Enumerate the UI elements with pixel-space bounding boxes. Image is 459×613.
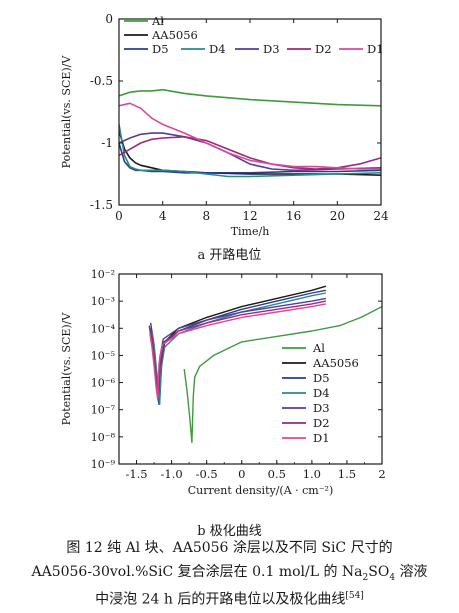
pol-y-tick-label: 10⁻⁹ <box>91 458 116 471</box>
pol-legend-label: D4 <box>313 386 330 400</box>
pol-x-tick-label: 1.5 <box>338 467 356 481</box>
pol-series-line-d2 <box>149 300 327 395</box>
ocp-legend-label: AA5056 <box>151 28 198 42</box>
ocp-legend-label: D1 <box>367 42 384 56</box>
ocp-legend-label: D3 <box>263 42 280 56</box>
pol-legend-label: D2 <box>313 416 330 430</box>
figure-caption-line-3: 中浸泡 24 h 后的开路电位以及极化曲线[54] <box>95 591 364 608</box>
ocp-series-line-d5 <box>118 142 382 174</box>
pol-series-line-d1 <box>149 303 327 400</box>
pol-x-tick-label: 0.5 <box>268 467 286 481</box>
ocp-y-tick-label: 0 <box>105 12 113 26</box>
pol-series-line-al <box>183 305 383 443</box>
pol-plot-frame <box>118 273 383 465</box>
chart-open-circuit-potential: 0 4 8 12 16 20 24 0 -0.5 -1 -1.5 Time/h Potential(vs… <box>60 12 389 238</box>
ocp-x-tick-label: 16 <box>286 209 301 223</box>
ocp-legend-label: D4 <box>209 42 226 56</box>
subcaption-b: b 极化曲线 <box>197 524 262 539</box>
pol-y-tick-label: 10⁻⁸ <box>91 431 116 444</box>
pol-x-tick-label: 1.0 <box>303 467 321 481</box>
ocp-legend-label: Al <box>151 14 164 28</box>
ocp-y-axis-label: Potential(vs. SCE)/V <box>60 55 73 169</box>
pol-x-tick-label: 2 <box>378 467 385 481</box>
ocp-x-tick-label: 24 <box>373 209 389 223</box>
ocp-series-line-d4 <box>118 124 382 178</box>
pol-series-line-d4 <box>151 292 327 405</box>
pol-y-tick-label: 10⁻⁶ <box>91 377 116 390</box>
ocp-y-tick-label: -0.5 <box>90 74 113 88</box>
pol-x-tick-label: -1.0 <box>161 467 183 481</box>
figure-caption-line-1: 图 12 纯 Al 块、AA5056 涂层以及不同 SiC 尺寸的 <box>66 540 393 556</box>
pol-legend-label: D5 <box>313 371 330 385</box>
pol-y-tick-label: 10⁻⁵ <box>91 349 115 362</box>
pol-legend-label: D3 <box>313 401 330 415</box>
ocp-series-line-al <box>118 88 382 107</box>
ocp-x-tick-label: 20 <box>330 209 345 223</box>
pol-y-tick-label: 10⁻³ <box>91 295 115 308</box>
pol-x-tick-label: -1.5 <box>125 467 147 481</box>
pol-x-axis-label: Current density/(A · cm⁻²) <box>188 484 334 497</box>
ocp-legend-label: D5 <box>152 42 169 56</box>
pol-legend-label: AA5056 <box>312 356 359 370</box>
figure-caption-line-2: AA5056-30vol.%SiC 复合涂层在 0.1 mol/L 的 Na2S… <box>31 564 428 583</box>
pol-y-tick-label: 10⁻⁷ <box>91 404 116 417</box>
ocp-x-tick-label: 0 <box>115 209 123 223</box>
ocp-y-tick-label: -1 <box>101 136 113 150</box>
ocp-x-tick-label: 12 <box>242 209 257 223</box>
pol-y-tick-label: 10⁻⁴ <box>91 322 116 335</box>
pol-y-axis-label: Potential(vs. SCE)/V <box>60 312 73 426</box>
ocp-y-tick-label: -1.5 <box>90 198 113 212</box>
pol-legend-label: D1 <box>313 431 330 445</box>
ocp-legend-label: D2 <box>315 42 332 56</box>
pol-legend-label: Al <box>312 341 325 355</box>
ocp-x-axis-label: Time/h <box>231 225 270 238</box>
subcaption-a: a 开路电位 <box>197 248 262 263</box>
pol-x-tick-label: -0.5 <box>196 467 218 481</box>
ocp-x-tick-label: 4 <box>159 209 167 223</box>
ocp-series-line-d1 <box>118 102 381 170</box>
ocp-x-tick-label: 8 <box>203 209 211 223</box>
chart-polarization-curve: -1.5 -1.0 -0.5 0 0.5 1.0 1.5 2 10⁻² 10⁻³ 10⁻⁴ 10⁻⁵ 1… <box>60 268 386 497</box>
pol-x-tick-label: 0 <box>238 467 245 481</box>
pol-y-tick-label: 10⁻² <box>91 268 115 281</box>
